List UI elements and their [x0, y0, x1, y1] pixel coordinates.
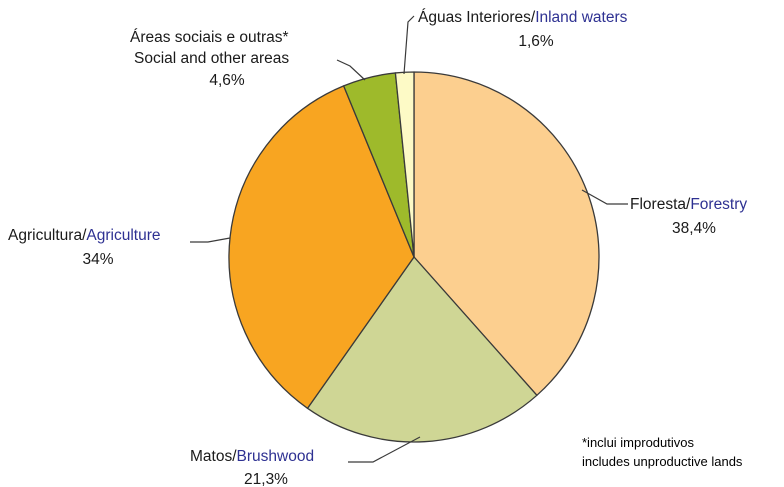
label-brushwood: Matos/Brushwood	[190, 448, 314, 465]
value-forestry: 38,4%	[672, 220, 716, 237]
leader-waters	[403, 15, 415, 75]
footnote-en: includes unproductive lands	[582, 454, 743, 469]
slice-forestry	[413, 71, 600, 396]
leader-social	[336, 59, 366, 81]
slice-brushwood	[306, 256, 538, 443]
label-agriculture: Agricultura/Agriculture	[8, 227, 161, 244]
value-brushwood: 21,3%	[244, 471, 288, 487]
footnote-pt: *inclui improdutivos	[582, 435, 694, 450]
value-agriculture: 34%	[82, 251, 113, 268]
value-waters: 1,6%	[518, 33, 554, 50]
leader-brushwood	[348, 436, 421, 463]
leader-forestry	[581, 189, 628, 205]
label-forestry: Floresta/Forestry	[630, 196, 747, 213]
label-social-en: Social and other areas	[134, 50, 289, 67]
label-social-pt: Áreas sociais e outras*	[130, 29, 289, 46]
value-social: 4,6%	[209, 72, 245, 89]
slice-agriculture	[228, 85, 415, 409]
pie-slices	[228, 71, 600, 443]
label-waters: Águas Interiores/Inland waters	[418, 9, 628, 26]
leader-agriculture	[190, 237, 231, 243]
